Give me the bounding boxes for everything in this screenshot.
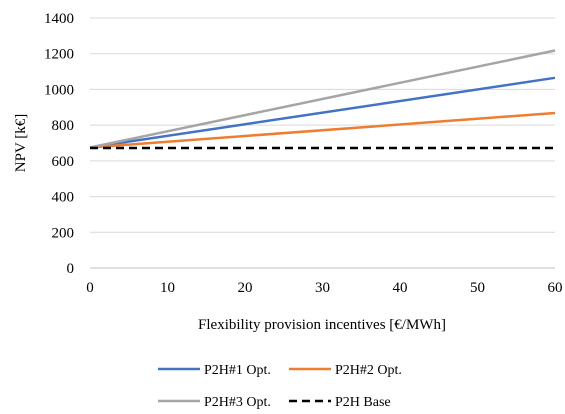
series-lines (89, 49, 556, 150)
legend: P2H#1 Opt. P2H#2 Opt. P2H#3 Opt. P2H Base (158, 363, 402, 410)
x-tick-label: 60 (548, 280, 563, 296)
series-line-2 (89, 111, 556, 149)
y-tick-label: 800 (52, 118, 75, 134)
x-tick-label: 50 (470, 280, 485, 296)
y-tick-label: 400 (52, 190, 75, 206)
legend-label: P2H#1 Opt. (204, 363, 271, 378)
x-tick-label: 0 (86, 280, 94, 296)
y-tick-label: 600 (52, 154, 75, 170)
series-line-1 (89, 76, 556, 149)
legend-label: P2H#3 Opt. (204, 395, 271, 410)
y-axis-label: NPV [k€] (13, 114, 29, 172)
x-tick-label: 20 (238, 280, 253, 296)
x-tick-label: 30 (315, 280, 330, 296)
x-axis-label: Flexibility provision incentives [€/MWh] (198, 317, 446, 333)
legend-label: P2H#2 Opt. (335, 363, 402, 378)
y-tick-label: 0 (67, 261, 75, 277)
x-tick-label: 40 (393, 280, 408, 296)
y-tick-label: 1200 (44, 47, 74, 63)
legend-label: P2H Base (335, 395, 391, 410)
series-line-3 (89, 49, 556, 149)
x-tick-label: 10 (160, 280, 175, 296)
y-tick-label: 1000 (44, 82, 74, 98)
tick-labels: 0 200 400 600 800 1000 1200 1400 0 10 20 30 40 50 60 (44, 11, 563, 296)
gridlines (90, 17, 555, 233)
y-tick-label: 1400 (44, 11, 74, 27)
y-tick-label: 200 (52, 225, 75, 241)
